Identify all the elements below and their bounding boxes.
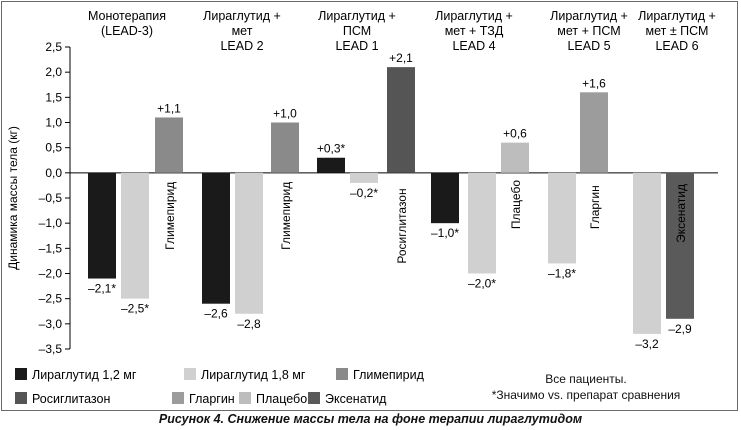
comparator-label: Гларгин bbox=[588, 185, 602, 229]
comparator-label: Глимепирид bbox=[163, 182, 177, 250]
legend-swatch-glar bbox=[172, 392, 184, 404]
comparator-label: Эксенатид bbox=[674, 184, 688, 243]
group-title: Лираглутид + bbox=[638, 9, 716, 23]
group-title: Монотерапия bbox=[88, 9, 166, 23]
legend-swatch-lira18 bbox=[184, 368, 196, 380]
all-patients-note: Все пациенты. bbox=[545, 372, 627, 386]
group-title: ПСМ bbox=[343, 24, 371, 38]
legend-label-exen: Эксенатид bbox=[325, 392, 387, 406]
group-title: Лираглутид + bbox=[203, 9, 281, 23]
comparator-label: Росиглитазон bbox=[395, 188, 409, 263]
bar-exen bbox=[666, 172, 694, 319]
y-tick-label: 2,0 bbox=[45, 65, 62, 79]
y-tick-label: –1,5 bbox=[39, 241, 63, 255]
group-title: мет + ПСМ bbox=[557, 24, 620, 38]
data-label: –0,2* bbox=[350, 186, 378, 200]
data-label: –1,8* bbox=[548, 266, 576, 280]
legend-notes: Все пациенты. *Значимо vs. препарат срав… bbox=[476, 371, 696, 403]
data-label: –2,0* bbox=[468, 277, 496, 291]
group-title: Лираглутид + bbox=[550, 9, 628, 23]
bar-lira18 bbox=[121, 172, 149, 299]
bar-lira12 bbox=[431, 172, 459, 224]
data-label: –2,6 bbox=[204, 307, 228, 321]
legend-label-glar: Гларгин bbox=[189, 392, 235, 406]
group-title: мет ± ПСМ bbox=[646, 24, 709, 38]
y-tick-label: –0,5 bbox=[39, 191, 63, 205]
bar-glar bbox=[580, 92, 608, 173]
data-label: –2,9 bbox=[668, 322, 692, 336]
y-tick-label: –1,0 bbox=[39, 216, 63, 230]
bar-lira12 bbox=[88, 172, 116, 279]
y-tick-label: 0,5 bbox=[45, 141, 62, 155]
bar-lira18 bbox=[548, 172, 576, 264]
bar-rosi bbox=[387, 67, 415, 173]
legend-label-rosi: Росиглитазон bbox=[32, 392, 110, 406]
data-label: +0,6 bbox=[503, 127, 527, 141]
group-title: мет bbox=[232, 24, 253, 38]
data-label: –3,2 bbox=[635, 337, 659, 351]
data-label: –2,8 bbox=[237, 317, 261, 331]
group-title: Лираглутид + bbox=[435, 9, 513, 23]
legend-swatch-exen bbox=[308, 392, 320, 404]
data-label: –2,1* bbox=[88, 282, 116, 296]
legend-label-glim: Глимепирид bbox=[353, 368, 425, 382]
bar-lira18 bbox=[350, 172, 378, 183]
bar-plac bbox=[501, 142, 529, 173]
legend-swatch-lira12 bbox=[15, 368, 27, 380]
bar-lira12 bbox=[317, 157, 345, 173]
bar-glim bbox=[155, 117, 183, 173]
bar-chart: Динамика массы тела (кг) 2,5 2,0 1,5 1,0 0,5 0… bbox=[6, 9, 718, 406]
legend-swatch-plac bbox=[239, 392, 251, 404]
data-label: +1,1 bbox=[157, 101, 181, 115]
y-axis-title: Динамика массы тела (кг) bbox=[6, 126, 20, 270]
group-title: LEAD 4 bbox=[452, 39, 495, 53]
data-label: –2,5* bbox=[121, 302, 149, 316]
group-title: LEAD 2 bbox=[220, 39, 263, 53]
group-title: LEAD 5 bbox=[567, 39, 610, 53]
legend-label-lira12: Лираглутид 1,2 мг bbox=[32, 368, 137, 382]
y-tick-label: 1,0 bbox=[45, 116, 62, 130]
legend-label-plac: Плацебо bbox=[256, 392, 307, 406]
bar-lira18 bbox=[468, 172, 496, 274]
y-tick-label: –3,0 bbox=[39, 317, 63, 331]
group-title: LEAD 6 bbox=[655, 39, 698, 53]
group-title: (LEAD-3) bbox=[101, 24, 153, 38]
data-label: +0,3* bbox=[317, 142, 346, 156]
y-tick-label: 2,5 bbox=[45, 40, 62, 54]
comparator-label: Плацебо bbox=[509, 180, 523, 229]
group-title: LEAD 1 bbox=[335, 39, 378, 53]
y-tick-label: 0,0 bbox=[45, 166, 62, 180]
significance-note: *Значимо vs. препарат сравнения bbox=[491, 388, 681, 402]
bar-lira18 bbox=[235, 172, 263, 314]
bar-lira12 bbox=[202, 172, 230, 304]
figure-frame bbox=[1, 1, 738, 411]
data-label: +1,0 bbox=[273, 107, 297, 121]
comparator-label: Глимепирид bbox=[279, 182, 293, 250]
bar-lira18 bbox=[633, 172, 661, 334]
data-label: +1,6 bbox=[582, 76, 606, 90]
data-label: –1,0* bbox=[431, 226, 459, 240]
group-title: Лираглутид + bbox=[318, 9, 396, 23]
data-label: +2,1 bbox=[389, 51, 413, 65]
y-tick-label: 1,5 bbox=[45, 90, 62, 104]
group-title: мет + ТЗД bbox=[445, 24, 504, 38]
y-tick-label: –2,0 bbox=[39, 267, 63, 281]
legend-swatch-glim bbox=[336, 368, 348, 380]
y-tick-label: –2,5 bbox=[39, 292, 63, 306]
figure-caption: Рисунок 4. Снижение массы тела на фоне т… bbox=[158, 412, 583, 426]
legend-swatch-rosi bbox=[15, 392, 27, 404]
bar-glim bbox=[271, 122, 299, 173]
y-tick-label: –3,5 bbox=[39, 342, 63, 356]
legend-label-lira18: Лираглутид 1,8 мг bbox=[201, 368, 306, 382]
